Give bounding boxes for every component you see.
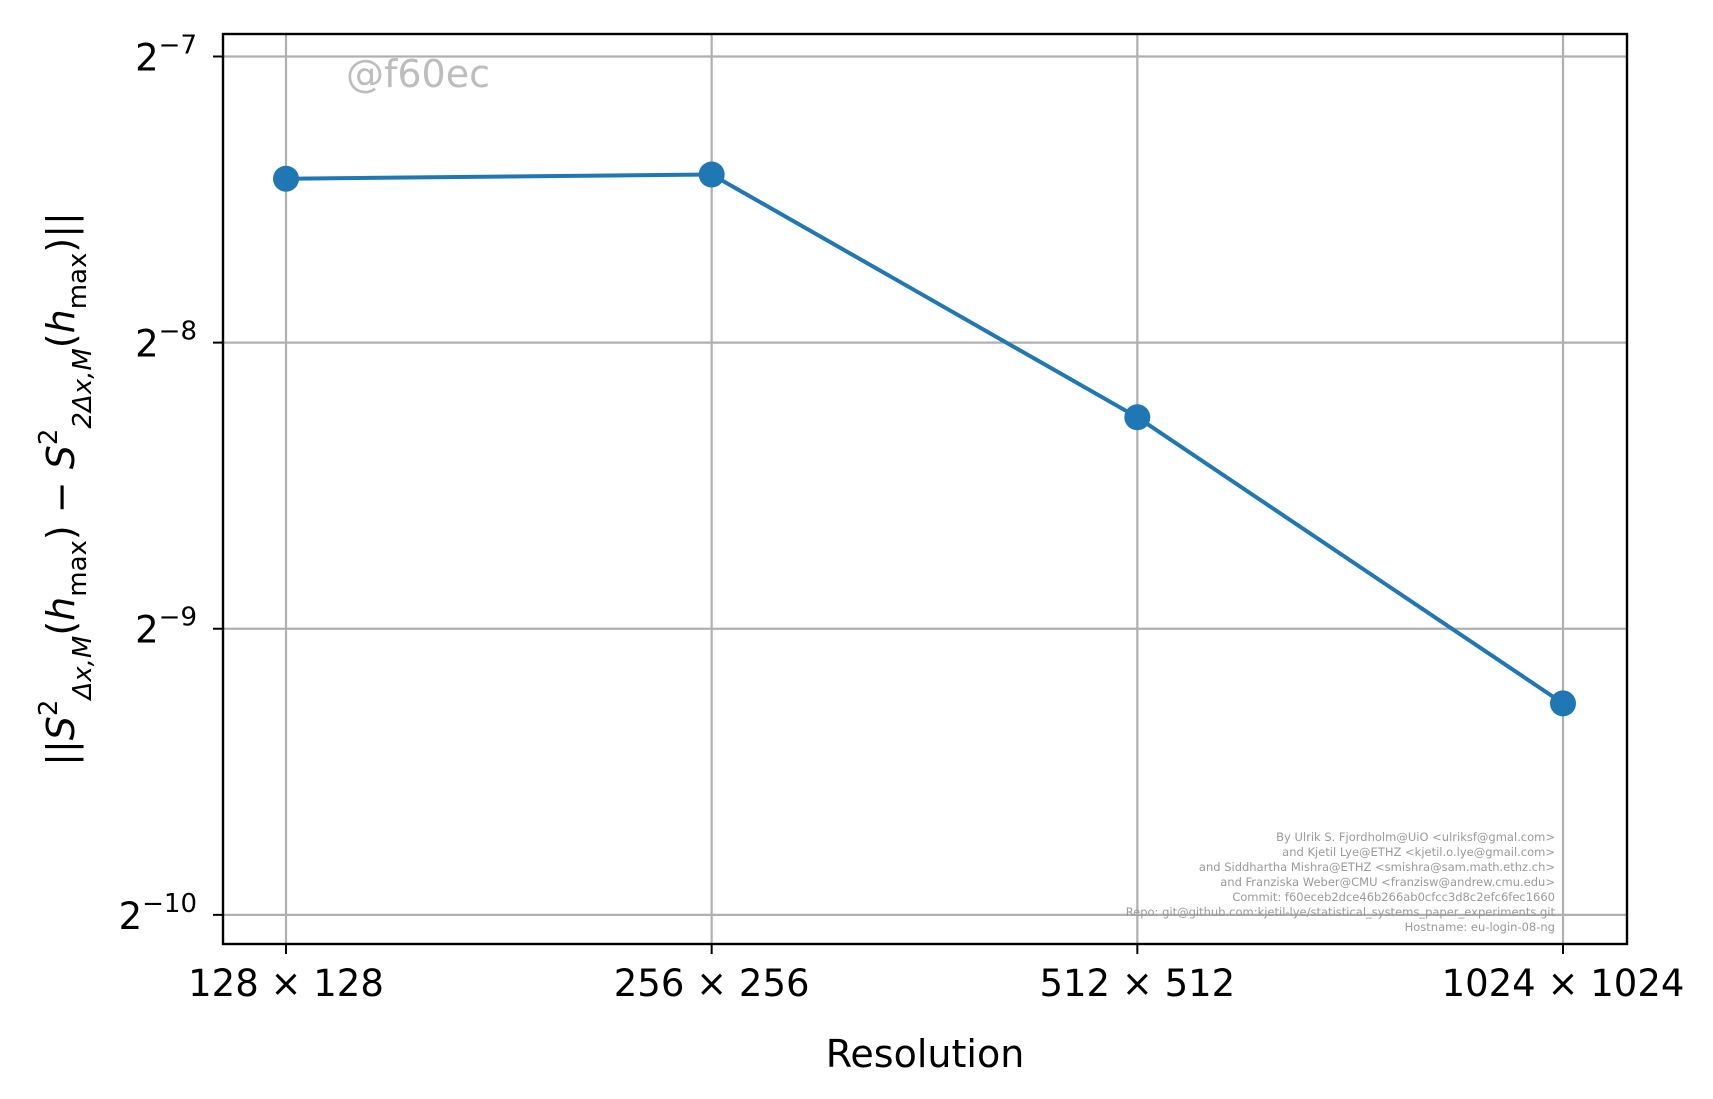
y-tick-label: 2−7 [135, 30, 197, 79]
x-tick-label: 128 × 128 [188, 962, 384, 1005]
credit-line: By Ulrik S. Fjordholm@UiO <ulriksf@gmal.… [1276, 830, 1555, 844]
grid [223, 34, 1627, 944]
data-point [273, 165, 299, 192]
credit-line: and Franziska Weber@CMU <franzisw@andrew… [1220, 875, 1555, 889]
y-axis-title: ||S2Δx,M(hmax) − S22Δx,M(hmax)|| [34, 212, 98, 766]
series [273, 161, 1576, 717]
x-tick-label: 1024 × 1024 [1442, 962, 1685, 1005]
credit-line: Commit: f60eceb2dce46b266ab0cfcc3d8c2efc… [1232, 890, 1555, 904]
plot-area [221, 32, 1629, 946]
x-tick-label: 512 × 512 [1039, 962, 1235, 1005]
y-tick-label: 2−9 [135, 603, 197, 652]
y-tick-label: 2−10 [119, 889, 197, 938]
x-tick-label: 256 × 256 [614, 962, 810, 1005]
data-point [698, 161, 725, 188]
credit-line: and Kjetil Lye@ETHZ <kjetil.o.lye@gmail.… [1282, 845, 1555, 859]
series-line [285, 172, 1565, 706]
credit-line: Hostname: eu-login-08-ng [1405, 920, 1555, 934]
data-point [1550, 690, 1576, 717]
credit-line: Repo: git@github.com:kjetil-lye/statisti… [1126, 905, 1556, 919]
watermark-text: @f60ec [346, 52, 490, 96]
data-point [1124, 404, 1151, 431]
x-axis-title: Resolution [826, 1032, 1025, 1076]
axis-ticks: 128 × 128 256 × 256 512 × 512 1024 × 1024 2−… [119, 30, 1685, 1005]
credits-block: By Ulrik S. Fjordholm@UiO <ulriksf@gmal.… [1126, 830, 1556, 934]
y-tick-label: 2−8 [135, 317, 197, 366]
credit-line: and Siddhartha Mishra@ETHZ <smishra@sam.… [1199, 860, 1555, 874]
